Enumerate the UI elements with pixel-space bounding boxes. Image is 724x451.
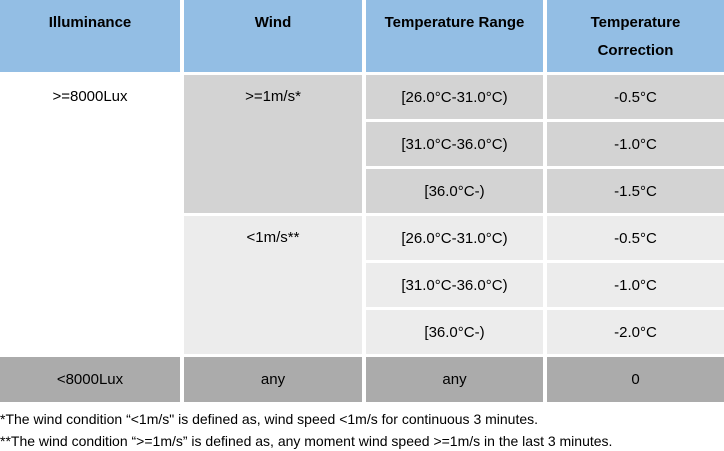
temperature-correction-table: Illuminance Wind Temperature Range Tempe… [0,0,724,402]
cell-temp-range: [36.0°C-) [366,169,543,213]
cell-temp-range: [26.0°C-31.0°C) [366,75,543,119]
cell-temp-correction: -0.5°C [547,216,724,260]
cell-temp-range: [26.0°C-31.0°C) [366,216,543,260]
cell-temp-range: [31.0°C-36.0°C) [366,263,543,307]
header-temperature-correction-label: Temperature Correction [590,14,681,59]
cell-temp-range: [36.0°C-) [366,310,543,354]
footnote-wind-fast: **The wind condition “>=1m/s” is defined… [0,433,613,449]
cell-temp-range: [31.0°C-36.0°C) [366,122,543,166]
header-illuminance: Illuminance [0,0,180,72]
footnote-wind-slow: *The wind condition “<1m/s" is defined a… [0,411,539,427]
cell-correction-zero: 0 [547,357,724,402]
header-temperature-correction: Temperature Correction [547,0,724,72]
cell-illuminance-low: <8000Lux [0,357,180,402]
cell-temp-correction: -1.5°C [547,169,724,213]
cell-temp-correction: -2.0°C [547,310,724,354]
cell-wind-slow: <1m/s** [184,216,362,354]
header-wind-label: Wind [254,14,292,31]
header-temperature-range-label: Temperature Range [384,14,525,31]
cell-wind-fast: >=1m/s* [184,75,362,213]
cell-temp-correction: -0.5°C [547,75,724,119]
header-temperature-range: Temperature Range [366,0,543,72]
cell-range-any: any [366,357,543,402]
cell-temp-correction: -1.0°C [547,263,724,307]
header-wind: Wind [184,0,362,72]
cell-temp-correction: -1.0°C [547,122,724,166]
header-illuminance-label: Illuminance [48,14,132,31]
cell-illuminance-high: >=8000Lux [0,75,180,354]
footnotes: *The wind condition “<1m/s" is defined a… [0,408,724,451]
cell-wind-any: any [184,357,362,402]
